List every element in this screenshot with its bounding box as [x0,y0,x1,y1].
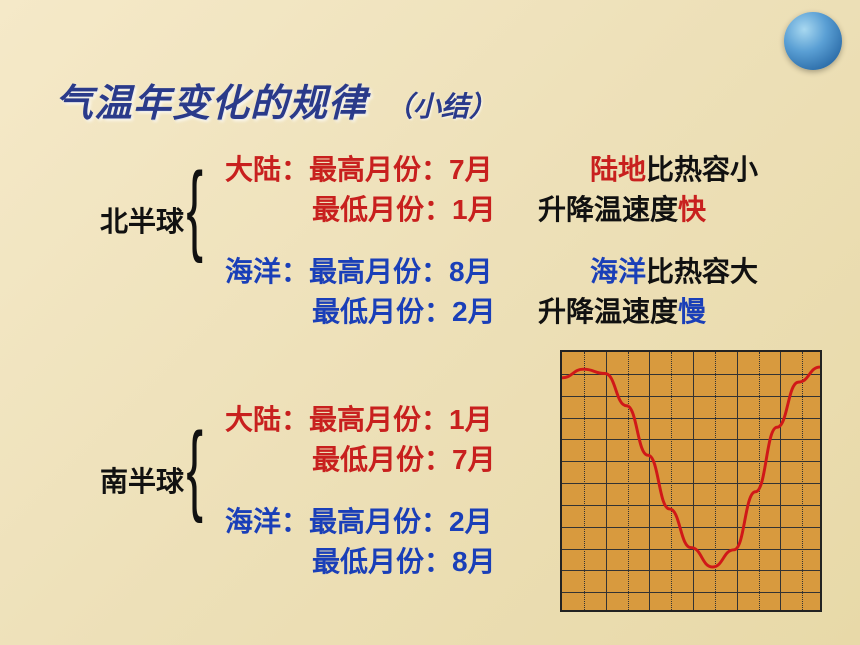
south-label: 南半球 [100,460,184,500]
chart-curve-path [562,367,820,567]
north-land-expl2: 升降温速度快 [538,188,706,228]
south-land-high: 大陆：最高月份：1月 [225,398,493,438]
south-land-low: 最低月份：7月 [312,438,496,478]
north-land-high: 大陆：最高月份：7月 [225,148,493,188]
page-subtitle: （小结） [385,85,497,125]
page-title: 气温年变化的规律 [55,72,367,127]
north-ocean-high: 海洋：最高月份：8月 [225,250,493,290]
globe-icon [784,12,842,70]
south-brace: { [186,418,203,518]
temperature-curve-chart [560,350,822,612]
north-land-expl1: 陆地比热容小 [590,148,758,188]
title-row: 气温年变化的规律 （小结） [55,72,497,127]
north-ocean-expl2: 升降温速度慢 [538,290,706,330]
chart-curve-svg [562,352,820,610]
north-label: 北半球 [100,200,184,240]
north-ocean-low: 最低月份：2月 [312,290,496,330]
south-ocean-low: 最低月份：8月 [312,540,496,580]
north-brace: { [186,158,203,258]
south-ocean-high: 海洋：最高月份：2月 [225,500,493,540]
north-land-low: 最低月份：1月 [312,188,496,228]
north-ocean-expl1: 海洋比热容大 [590,250,758,290]
